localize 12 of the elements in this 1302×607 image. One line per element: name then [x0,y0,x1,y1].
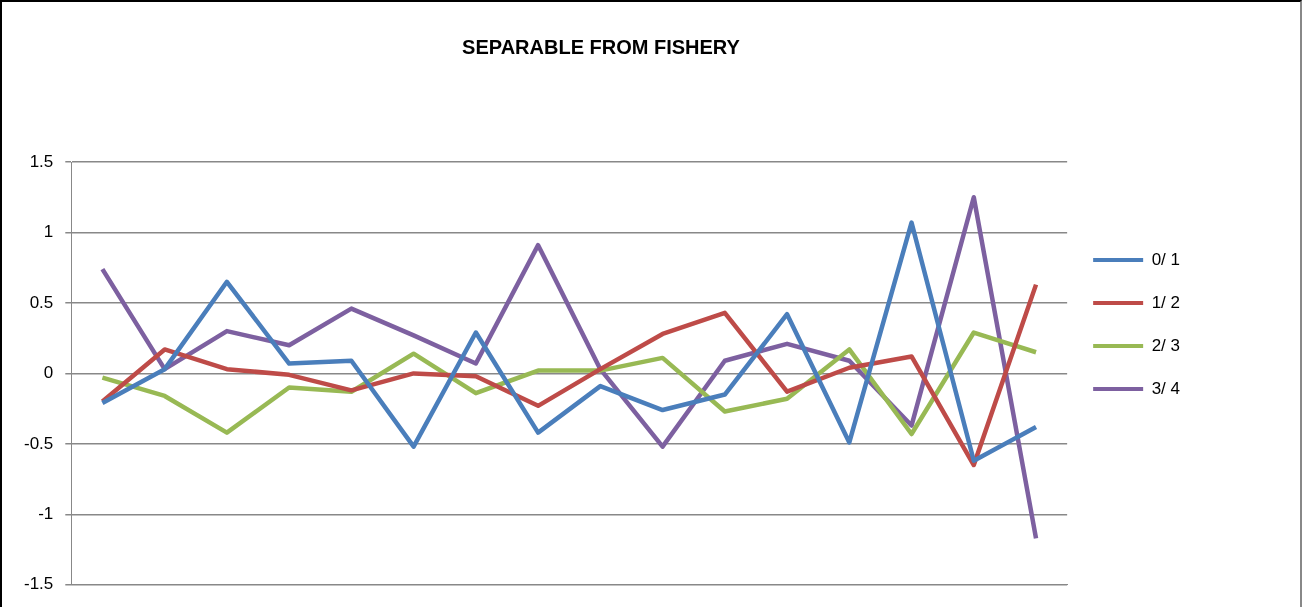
y-tick-label: 1 [43,222,54,242]
y-tick-label: 0.5 [29,292,54,312]
legend-label: 0/ 1 [1151,249,1180,269]
y-tick-label: -1.5 [24,574,54,594]
y-tick-label: -1 [38,504,54,524]
y-tick-label: 0 [43,363,54,383]
legend-label: 2/ 3 [1151,335,1180,355]
y-tick-label: -0.5 [24,433,54,453]
chart-title: SEPARABLE FROM FISHERY [462,35,741,58]
legend-label: 3/ 4 [1151,378,1180,398]
y-tick-label: 1.5 [29,151,54,171]
legend-label: 1/ 2 [1151,292,1180,312]
